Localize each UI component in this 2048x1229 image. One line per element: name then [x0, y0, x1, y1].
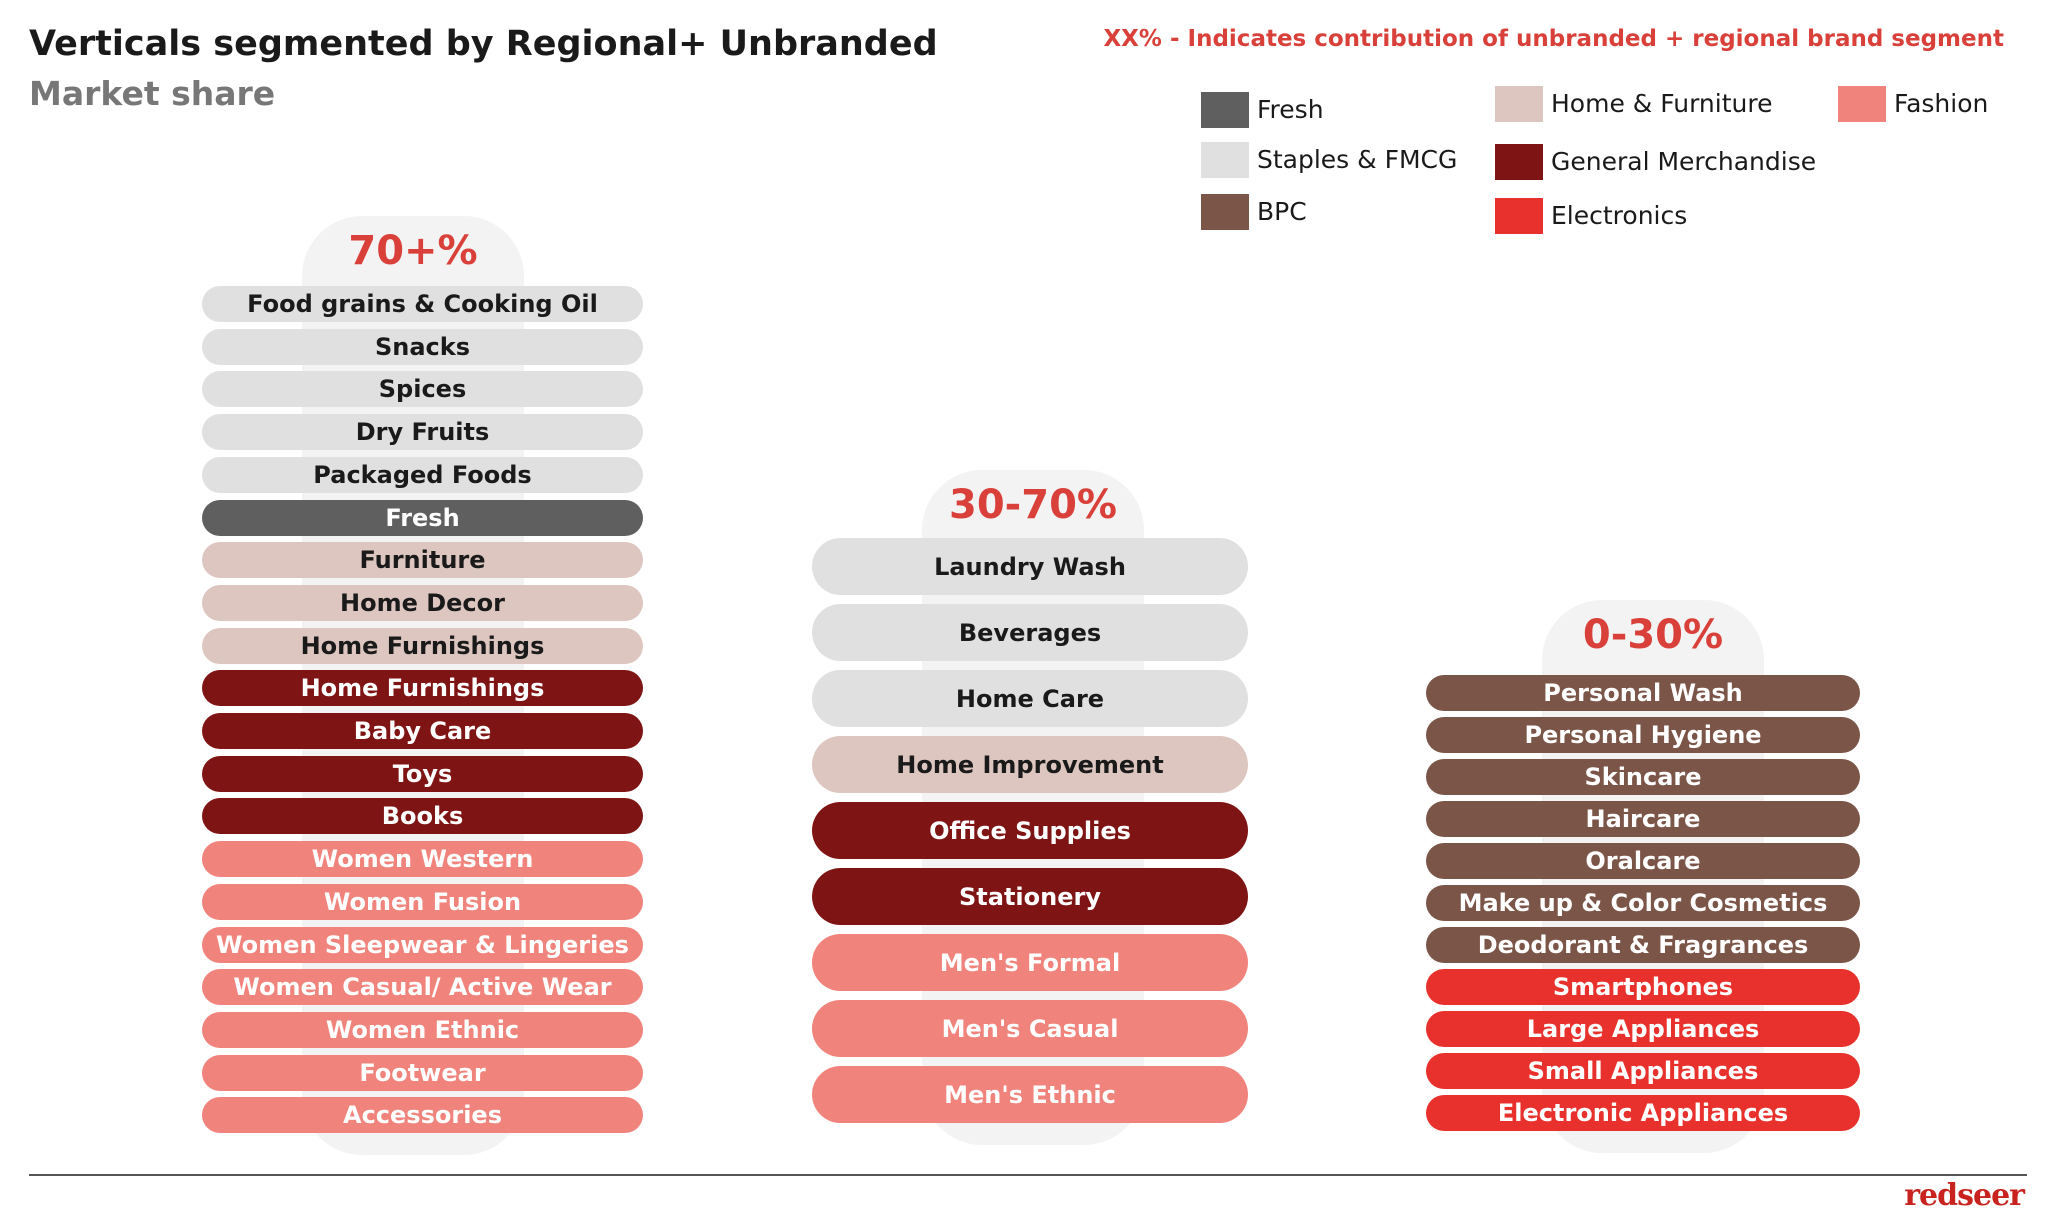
column-heading: 0-30%: [1582, 612, 1724, 658]
vertical-pill: Fresh: [202, 499, 643, 536]
vertical-pill: Accessories: [202, 1097, 643, 1134]
title: Verticals segmented by Regional+ Unbrand…: [29, 24, 938, 64]
column-heading: 30-70%: [948, 482, 1117, 528]
vertical-pill: Skincare: [1426, 759, 1860, 795]
legend-label: Fresh: [1257, 95, 1324, 124]
legend-label: Home & Furniture: [1551, 89, 1773, 118]
vertical-pill: Home Furnishings: [202, 627, 643, 664]
vertical-pill: Beverages: [812, 604, 1248, 661]
subtitle: Market share: [29, 74, 276, 113]
legend-label: Electronics: [1551, 201, 1688, 230]
vertical-pill: Oralcare: [1426, 843, 1860, 879]
vertical-pill: Home Improvement: [812, 736, 1248, 793]
vertical-pill: Electronic Appliances: [1426, 1095, 1860, 1131]
vertical-pill: Packaged Foods: [202, 456, 643, 493]
divider: [29, 1174, 2027, 1176]
legend-swatch: [1495, 86, 1543, 122]
vertical-pill: Small Appliances: [1426, 1053, 1860, 1089]
vertical-pill: Haircare: [1426, 801, 1860, 837]
vertical-pill: Men's Casual: [812, 1000, 1248, 1057]
legend-swatch: [1495, 144, 1543, 180]
vertical-pill: Women Casual/ Active Wear: [202, 969, 643, 1006]
legend-note: XX% - Indicates contribution of unbrande…: [1103, 26, 2004, 52]
vertical-pill: Spices: [202, 371, 643, 408]
vertical-pill: Baby Care: [202, 713, 643, 749]
vertical-pill: Smartphones: [1426, 969, 1860, 1005]
vertical-pill: Home Decor: [202, 584, 643, 621]
vertical-pill: Laundry Wash: [812, 538, 1248, 595]
vertical-pill: Toys: [202, 755, 643, 792]
legend-label: BPC: [1257, 197, 1307, 226]
legend-swatch: [1201, 194, 1249, 230]
brand: redseer: [1904, 1178, 2025, 1213]
vertical-pill: Dry Fruits: [202, 414, 643, 451]
vertical-pill: Women Ethnic: [202, 1011, 643, 1048]
vertical-pill: Personal Hygiene: [1426, 717, 1860, 753]
vertical-pill: Men's Ethnic: [812, 1066, 1248, 1123]
vertical-pill: Women Fusion: [202, 883, 643, 920]
vertical-pill: Home Furnishings: [202, 670, 643, 707]
vertical-pill: Stationery: [812, 868, 1248, 925]
legend-label: Staples & FMCG: [1257, 145, 1458, 174]
vertical-pill: Home Care: [812, 670, 1248, 727]
legend-swatch: [1495, 198, 1543, 234]
vertical-pill: Personal Wash: [1426, 675, 1860, 711]
legend-swatch: [1838, 86, 1886, 122]
legend-label: Fashion: [1894, 89, 1989, 118]
vertical-pill: Furniture: [202, 542, 643, 579]
vertical-pill: Footwear: [202, 1054, 643, 1091]
vertical-pill: Women Western: [202, 841, 643, 878]
vertical-pill: Books: [202, 798, 643, 835]
legend-swatch: [1201, 142, 1249, 178]
vertical-pill: Men's Formal: [812, 934, 1248, 991]
vertical-pill: Snacks: [202, 328, 643, 365]
legend-swatch: [1201, 92, 1249, 128]
vertical-pill: Deodorant & Fragrances: [1426, 927, 1860, 963]
vertical-pill: Women Sleepwear & Lingeries: [202, 926, 643, 963]
legend-label: General Merchandise: [1551, 147, 1817, 176]
vertical-pill: Food grains & Cooking Oil: [202, 286, 643, 322]
vertical-pill: Office Supplies: [812, 802, 1248, 859]
column-heading: 70+%: [348, 228, 478, 274]
vertical-pill: Large Appliances: [1426, 1011, 1860, 1047]
vertical-pill: Make up & Color Cosmetics: [1426, 885, 1860, 921]
